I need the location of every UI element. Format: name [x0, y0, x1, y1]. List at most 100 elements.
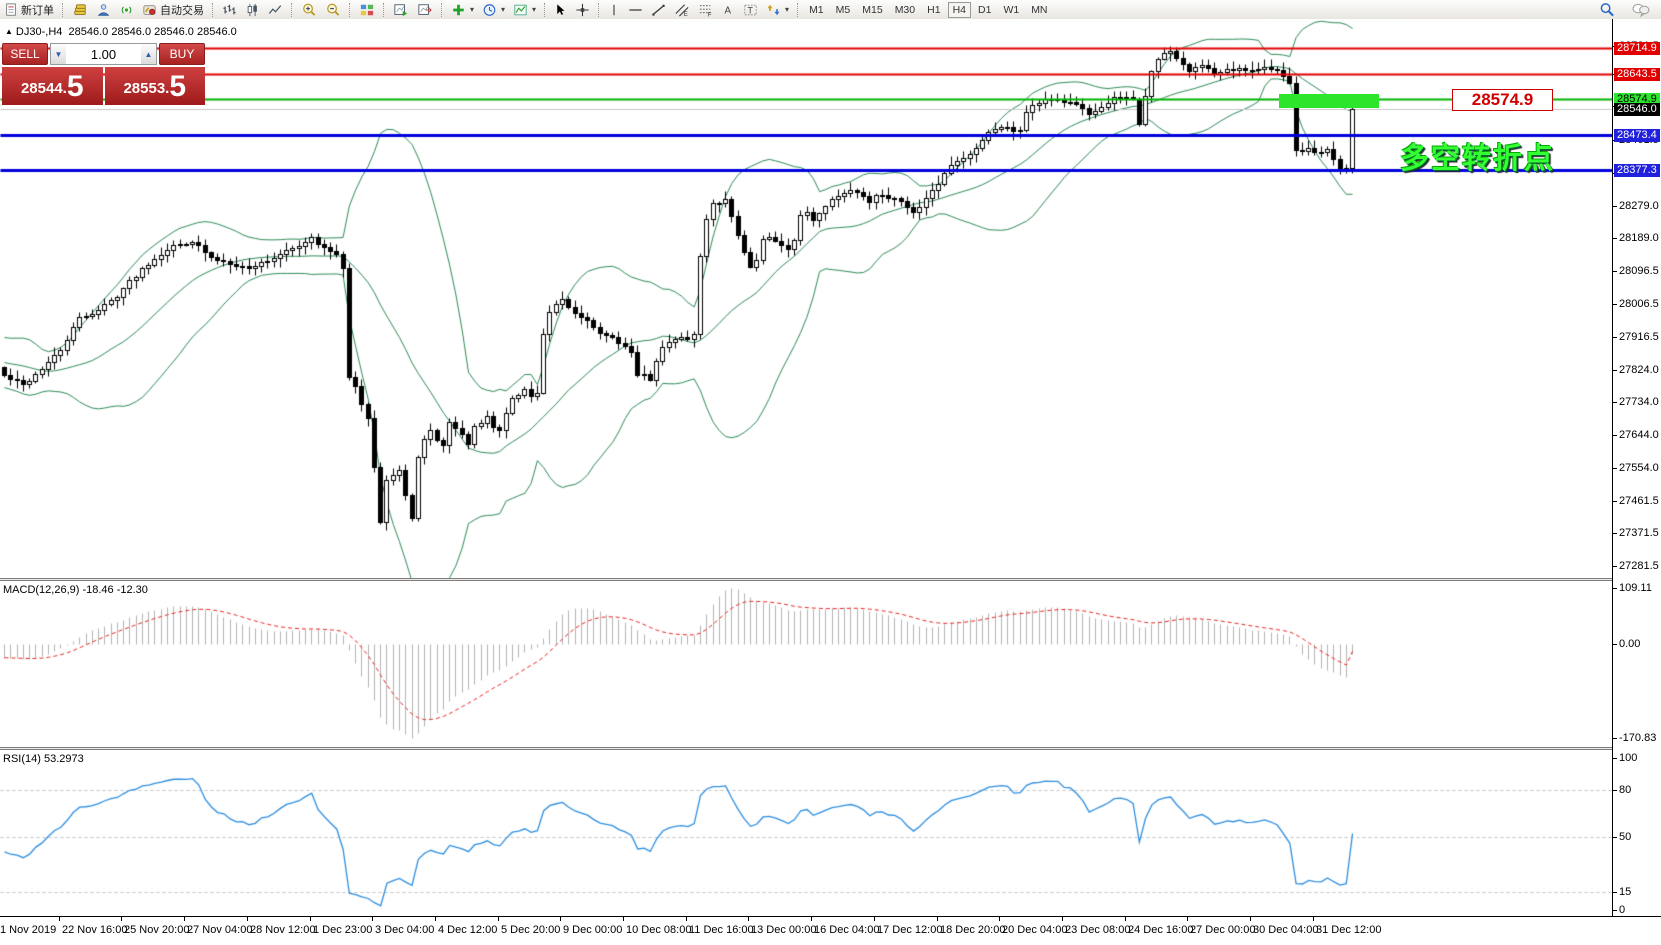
autotrading-button[interactable]: 自动交易: [138, 1, 208, 18]
time-label: 11 Dec 16:00: [689, 924, 754, 936]
main-chart-canvas[interactable]: [0, 19, 1612, 578]
ask-big-digit: 5: [169, 70, 187, 103]
bid-main-digits: 28544.: [20, 80, 67, 97]
new-order-button[interactable]: 新订单: [0, 1, 58, 18]
zoom-in-icon: [303, 3, 316, 16]
time-label: 9 Dec 00:00: [563, 924, 623, 936]
tile-windows-button[interactable]: [355, 1, 379, 18]
price-tick-label: 27824.0: [1619, 364, 1659, 376]
volume-decrease-button[interactable]: ▼: [51, 44, 66, 64]
timeframe-m15[interactable]: M15: [857, 2, 887, 18]
axis-tick-mark: [1613, 370, 1617, 371]
pane-splitter[interactable]: [0, 578, 1661, 581]
timeframe-mn[interactable]: MN: [1026, 2, 1052, 18]
volume-input[interactable]: [66, 44, 141, 64]
timeframe-w1[interactable]: W1: [998, 2, 1024, 18]
time-tick-mark: [59, 917, 60, 921]
indicators-icon: [453, 4, 464, 15]
buy-button[interactable]: BUY: [159, 43, 205, 65]
price-tick-label: 27734.0: [1619, 396, 1659, 408]
time-label: 23 Dec 08:00: [1065, 924, 1131, 936]
timeframe-m5[interactable]: M5: [831, 2, 856, 18]
time-tick-mark: [1125, 917, 1126, 921]
profile-button[interactable]: [92, 1, 115, 18]
volume-increase-button[interactable]: ▲: [141, 44, 156, 64]
time-tick-mark: [247, 917, 248, 921]
rsi-pane-canvas[interactable]: [0, 750, 1612, 916]
sell-button[interactable]: SELL: [2, 43, 48, 65]
line-chart-button[interactable]: [264, 1, 287, 18]
label-button[interactable]: T: [739, 1, 762, 18]
axis-tick-mark: [1613, 304, 1617, 305]
axis-tick-mark: [1613, 910, 1617, 911]
channel-button[interactable]: E: [670, 1, 694, 18]
price-axis[interactable]: 28721.528644.028554.028461.528369.028279…: [1612, 19, 1661, 916]
arrows-button[interactable]: ▾: [762, 1, 793, 18]
timeframe-d1[interactable]: D1: [973, 2, 996, 18]
channel-icon: E: [675, 3, 689, 17]
templates-icon: [514, 4, 527, 15]
periods-button[interactable]: ▾: [478, 1, 509, 18]
vertical-line-button[interactable]: [604, 1, 624, 18]
horizontal-line-button[interactable]: [624, 1, 647, 18]
cursor-button[interactable]: [550, 1, 571, 18]
crosshair-button[interactable]: [571, 1, 594, 18]
candlestick-chart-button[interactable]: [241, 1, 264, 18]
price-callout[interactable]: 28574.9: [1452, 89, 1553, 111]
timeframe-m1[interactable]: M1: [804, 2, 829, 18]
trendline-icon: [652, 4, 665, 16]
time-tick-mark: [310, 917, 311, 921]
new-order-label: 新订单: [21, 4, 54, 17]
periods-icon: [483, 3, 496, 16]
time-label: 5 Dec 20:00: [501, 924, 561, 936]
chart-ohlc-header: ▲ DJ30-,H4 28546.0 28546.0 28546.0 28546.…: [5, 26, 237, 38]
time-tick-mark: [184, 917, 185, 921]
time-axis[interactable]: 1 Nov 2019 22 Nov 16:00 25 Nov 20:00 27 Nov…: [0, 916, 1661, 945]
rsi-tick-label: 0: [1619, 904, 1626, 916]
axis-tick-mark: [1613, 566, 1617, 567]
label-icon: T: [744, 4, 757, 15]
time-label: 13 Dec 00:00: [751, 924, 817, 936]
timeframe-h4[interactable]: H4: [947, 1, 971, 18]
price-badge: 28473.4: [1614, 129, 1660, 142]
turning-point-annotation[interactable]: 多空转折点: [1400, 143, 1556, 175]
profile-icon: [97, 3, 110, 16]
macd-tick-label: 109.11: [1619, 582, 1652, 594]
axis-tick-mark: [1613, 468, 1617, 469]
timeframe-h1[interactable]: H1: [922, 2, 945, 18]
time-label: 27 Dec 00:00: [1190, 924, 1256, 936]
price-badge: 28377.3: [1614, 164, 1660, 177]
time-tick-mark: [372, 917, 373, 921]
highlight-rectangle[interactable]: [1279, 94, 1379, 108]
text-button[interactable]: A: [718, 1, 739, 18]
macd-pane-canvas[interactable]: [0, 581, 1612, 747]
bar-chart-icon: [223, 4, 236, 14]
chart-forward-button[interactable]: [389, 1, 413, 18]
search-button[interactable]: [1595, 1, 1619, 18]
time-label: 30 Dec 04:00: [1253, 924, 1319, 936]
bid-price[interactable]: 28544. 5: [2, 67, 103, 105]
indicators-button[interactable]: ▾: [447, 1, 478, 18]
svg-text:F: F: [708, 11, 712, 16]
timeframe-m30[interactable]: M30: [890, 2, 920, 18]
zoom-out-button[interactable]: [321, 1, 345, 18]
chart-shift-icon: [418, 3, 432, 15]
separator: [441, 2, 443, 17]
chart-shift-button[interactable]: [413, 1, 437, 18]
autotrading-icon: [143, 4, 156, 15]
zoom-in-button[interactable]: [297, 1, 321, 18]
pane-splitter[interactable]: [0, 747, 1661, 750]
chat-button[interactable]: [1627, 1, 1655, 18]
signals-button[interactable]: [115, 1, 138, 18]
price-badge: 28714.9: [1614, 42, 1660, 55]
accounts-button[interactable]: [68, 1, 92, 18]
macd-label: MACD(12,26,9) -18.46 -12.30: [3, 584, 148, 596]
price-tick-label: 27554.0: [1619, 462, 1659, 474]
ask-price[interactable]: 28553. 5: [104, 67, 205, 105]
trendline-button[interactable]: [647, 1, 670, 18]
price-tick-label: 27916.5: [1619, 331, 1659, 343]
templates-button[interactable]: ▾: [509, 1, 540, 18]
bar-chart-button[interactable]: [218, 1, 241, 18]
fibonacci-button[interactable]: F: [694, 1, 718, 18]
